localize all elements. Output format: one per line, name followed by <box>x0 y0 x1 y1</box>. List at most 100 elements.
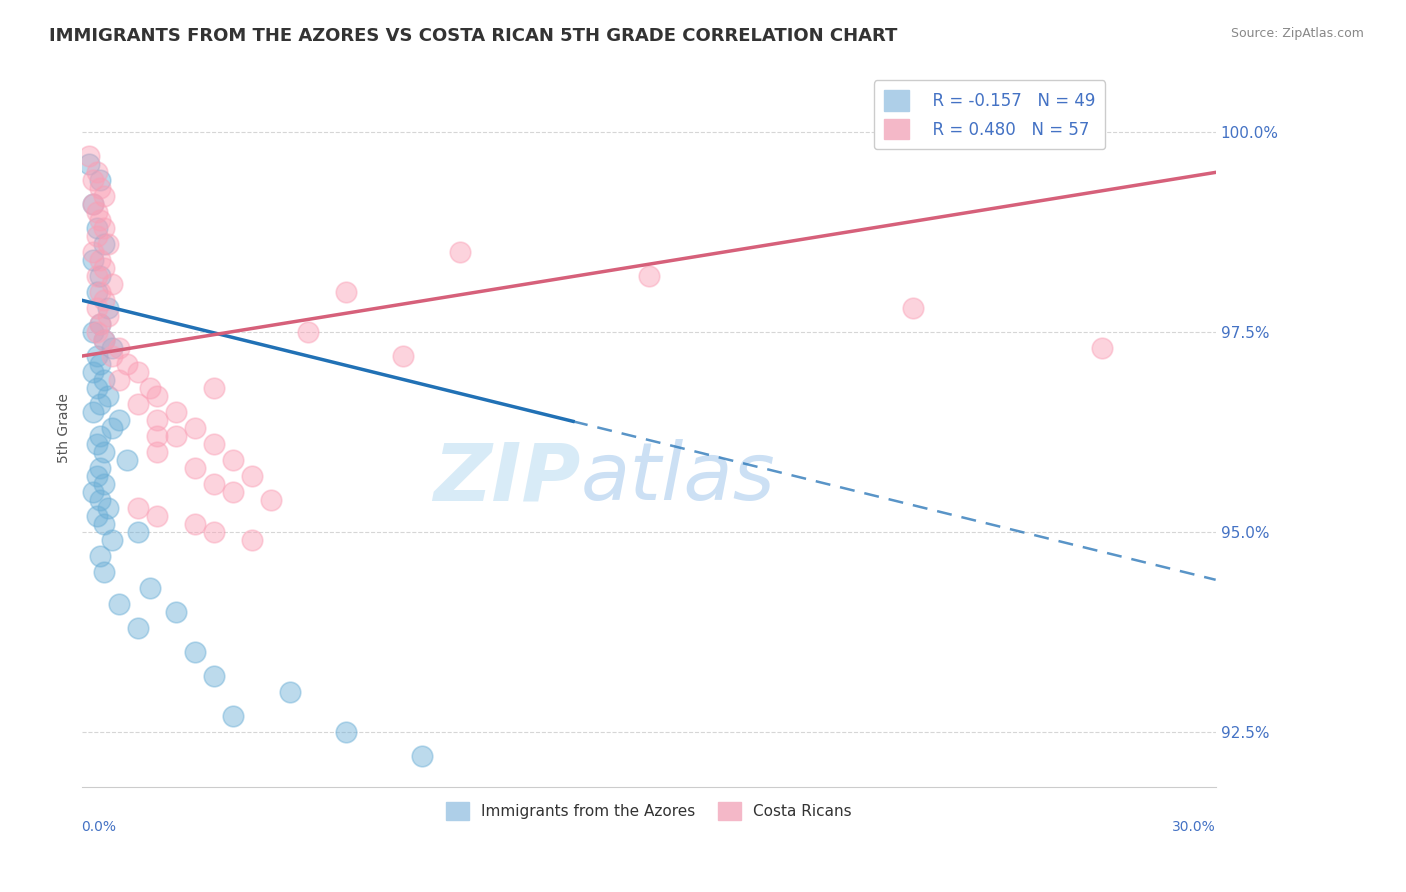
Point <box>77 149 100 163</box>
Point <box>93 565 115 579</box>
Point <box>86 508 108 523</box>
Point <box>89 269 111 284</box>
Point <box>115 453 138 467</box>
Point <box>93 261 115 276</box>
Point <box>93 445 115 459</box>
Text: IMMIGRANTS FROM THE AZORES VS COSTA RICAN 5TH GRADE CORRELATION CHART: IMMIGRANTS FROM THE AZORES VS COSTA RICA… <box>49 27 897 45</box>
Point <box>89 173 111 187</box>
Point <box>138 581 160 595</box>
Point <box>89 213 111 227</box>
Point <box>89 285 111 300</box>
Point <box>82 245 104 260</box>
Point <box>89 429 111 443</box>
Point <box>222 708 245 723</box>
Point <box>1091 341 1114 355</box>
Text: ZIP: ZIP <box>433 440 581 517</box>
Point <box>86 205 108 219</box>
Point <box>108 597 131 611</box>
Point <box>89 549 111 563</box>
Point <box>101 277 124 292</box>
Point <box>77 157 100 171</box>
Point <box>146 429 169 443</box>
Point <box>297 325 319 339</box>
Point <box>93 333 115 347</box>
Point <box>222 453 245 467</box>
Point <box>127 621 149 635</box>
Point <box>97 389 120 403</box>
Point <box>86 301 108 315</box>
Point <box>127 500 149 515</box>
Text: 30.0%: 30.0% <box>1173 820 1216 834</box>
Point <box>97 301 120 315</box>
Point <box>240 533 263 547</box>
Point <box>93 333 115 347</box>
Point <box>165 405 187 419</box>
Point <box>86 349 108 363</box>
Point <box>97 309 120 323</box>
Point <box>108 413 131 427</box>
Point <box>93 189 115 203</box>
Point <box>108 373 131 387</box>
Point <box>335 724 357 739</box>
Point <box>93 516 115 531</box>
Point <box>184 516 207 531</box>
Point <box>202 437 225 451</box>
Point <box>93 293 115 308</box>
Point <box>89 253 111 268</box>
Point <box>82 253 104 268</box>
Text: Source: ZipAtlas.com: Source: ZipAtlas.com <box>1230 27 1364 40</box>
Point <box>335 285 357 300</box>
Point <box>89 317 111 331</box>
Point <box>222 484 245 499</box>
Point <box>101 533 124 547</box>
Point <box>184 461 207 475</box>
Point <box>127 365 149 379</box>
Point <box>89 181 111 195</box>
Point <box>146 413 169 427</box>
Point <box>86 165 108 179</box>
Point <box>89 317 111 331</box>
Point <box>97 237 120 252</box>
Point <box>93 477 115 491</box>
Point <box>146 389 169 403</box>
Text: atlas: atlas <box>581 440 775 517</box>
Point <box>165 429 187 443</box>
Point <box>82 197 104 211</box>
Point <box>202 524 225 539</box>
Point <box>82 405 104 419</box>
Point <box>82 325 104 339</box>
Point <box>637 269 659 284</box>
Point <box>101 421 124 435</box>
Point <box>89 492 111 507</box>
Point <box>184 421 207 435</box>
Point <box>101 349 124 363</box>
Point <box>89 357 111 371</box>
Point <box>86 381 108 395</box>
Point <box>202 477 225 491</box>
Point <box>138 381 160 395</box>
Point <box>392 349 415 363</box>
Point <box>259 492 281 507</box>
Point <box>86 469 108 483</box>
Point <box>127 397 149 411</box>
Point <box>202 381 225 395</box>
Point <box>449 245 471 260</box>
Point <box>86 269 108 284</box>
Point <box>86 229 108 244</box>
Point <box>411 748 433 763</box>
Point <box>89 397 111 411</box>
Point <box>86 325 108 339</box>
Point <box>86 437 108 451</box>
Point <box>93 221 115 235</box>
Point <box>93 373 115 387</box>
Point <box>165 605 187 619</box>
Point <box>82 484 104 499</box>
Y-axis label: 5th Grade: 5th Grade <box>58 393 72 463</box>
Point <box>82 197 104 211</box>
Point <box>86 221 108 235</box>
Point <box>146 508 169 523</box>
Point <box>89 461 111 475</box>
Text: 0.0%: 0.0% <box>82 820 117 834</box>
Point <box>115 357 138 371</box>
Point <box>93 237 115 252</box>
